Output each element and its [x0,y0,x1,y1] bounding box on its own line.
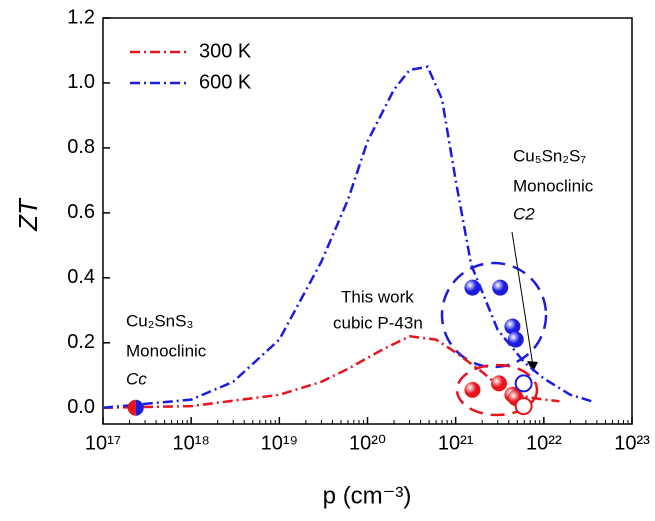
x-tick-label: 10²³ [614,432,650,454]
point [507,331,524,348]
y-tick-label: 0.6 [67,201,95,223]
point [135,399,144,416]
highlight-ellipse [440,261,548,369]
highlight-ellipse [455,363,539,417]
y-axis-label: ZT [13,197,43,232]
plot-frame [102,17,633,425]
point [514,374,533,393]
x-tick-label: 10¹⁷ [85,432,121,454]
annotation-text: Monoclinic [126,341,207,360]
x-tick-label: 10²¹ [438,432,474,454]
x-tick-label: 10¹⁸ [172,432,209,454]
x-tick-label: 10²⁰ [349,432,386,454]
annotation-text: cubic P-43n [333,313,423,332]
x-tick-label: 10²² [526,432,562,454]
annotation-text: Cu₂SnS₃ [126,311,193,330]
annotation-text: C2 [513,204,535,223]
y-tick-label: 1.2 [67,6,95,28]
series-line [102,65,593,410]
point [464,381,481,398]
point [492,279,509,296]
annotation-text: Cc [126,369,147,388]
arrow-line [511,231,534,367]
point [490,375,507,392]
x-tick-label: 10¹⁹ [261,432,298,454]
y-tick-label: 0.8 [67,136,95,158]
x-axis-label: p (cm⁻³) [323,482,412,509]
point [514,397,533,416]
y-tick-label: 0.4 [67,266,95,288]
point [504,318,521,335]
annotation-text: Cu₅Sn₂S₇ [513,146,586,165]
annotation-text: Monoclinic [513,176,594,195]
y-tick-label: 0.2 [67,331,95,353]
point [127,399,136,416]
y-tick-label: 1.0 [67,71,95,93]
legend-label: 300 K [199,40,252,62]
point [464,279,481,296]
y-tick-label: 0.0 [67,396,95,418]
legend-label: 600 K [199,71,252,93]
annotation: Cu₂SnS₃ Monoclinic Cc This work cubic P-… [126,146,594,388]
annotation-text: This work [341,287,414,306]
arrow-head [527,361,538,372]
